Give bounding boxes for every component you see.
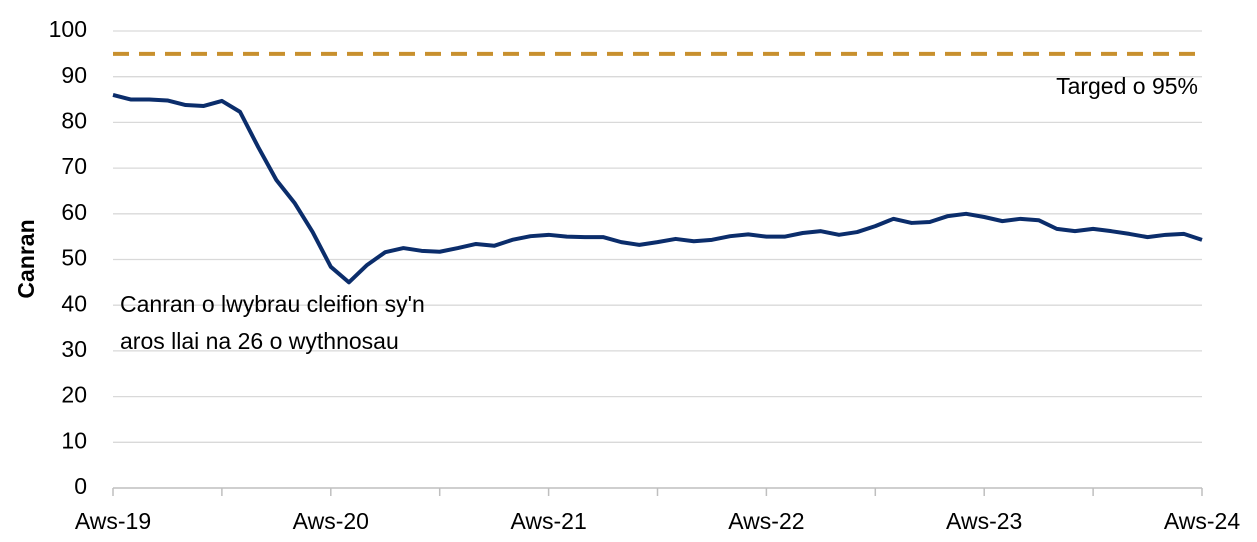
series-label: Canran o lwybrau cleifion sy'n aros llai… [120,291,431,354]
target-label: Targed o 95% [1056,73,1198,99]
y-tick-label: 10 [61,427,87,453]
x-tick-label: Aws-21 [510,508,586,534]
y-tick-label: 80 [61,107,87,133]
y-axis-label: Canran [13,219,39,298]
x-tick-label: Aws-23 [946,508,1022,534]
y-tick-label: 50 [61,245,87,271]
series-line [112,93,1203,285]
x-tick-label: Aws-19 [75,508,151,534]
y-tick-label: 60 [61,199,87,225]
x-tick-label: Aws-24 [1164,508,1240,534]
y-tick-label: 0 [74,473,87,499]
y-tick-label: 70 [61,153,87,179]
y-tick-label: 100 [49,16,87,42]
x-tick-label: Aws-22 [728,508,804,534]
y-tick-label: 40 [61,290,87,316]
y-tick-label: 90 [61,62,87,88]
y-tick-label: 30 [61,336,87,362]
series-label-line: Canran o lwybrau cleifion sy'n [120,291,431,317]
series-label-line: aros llai na 26 o wythnosau [120,328,399,354]
y-tick-label: 20 [61,382,87,408]
x-tick-label: Aws-20 [293,508,369,534]
